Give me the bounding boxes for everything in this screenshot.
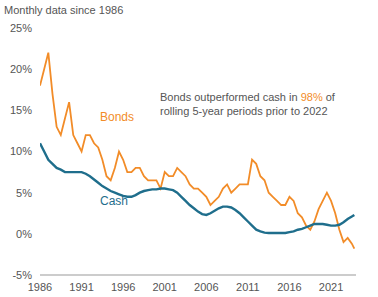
svg-text:5%: 5% xyxy=(16,187,32,199)
html-text:Monthly data since 1986: Monthly data since 1986 xyxy=(4,4,124,16)
html-text:rolling 5-year periods prior t: rolling 5-year periods prior to 2022 xyxy=(160,105,328,117)
svg-text:2016: 2016 xyxy=(277,281,301,293)
svg-text:2001: 2001 xyxy=(152,281,176,293)
svg-text:2011: 2011 xyxy=(236,281,260,293)
svg-text:10%: 10% xyxy=(10,145,32,157)
svg-text:0%: 0% xyxy=(16,228,32,240)
svg-text:1996: 1996 xyxy=(111,281,135,293)
svg-text:1986: 1986 xyxy=(28,281,52,293)
svg-text:20%: 20% xyxy=(10,63,32,75)
svg-text:1991: 1991 xyxy=(69,281,93,293)
svg-text:2021: 2021 xyxy=(319,281,343,293)
html-text:Bonds: Bonds xyxy=(100,110,134,124)
svg-text:-5%: -5% xyxy=(12,269,32,281)
svg-text:25%: 25% xyxy=(10,22,32,34)
html-text:Cash: Cash xyxy=(100,194,128,208)
svg-text:15%: 15% xyxy=(10,104,32,116)
html-text:Bonds outperformed cash in 98%: Bonds outperformed cash in 98% of xyxy=(160,91,335,103)
svg-text:2006: 2006 xyxy=(194,281,218,293)
